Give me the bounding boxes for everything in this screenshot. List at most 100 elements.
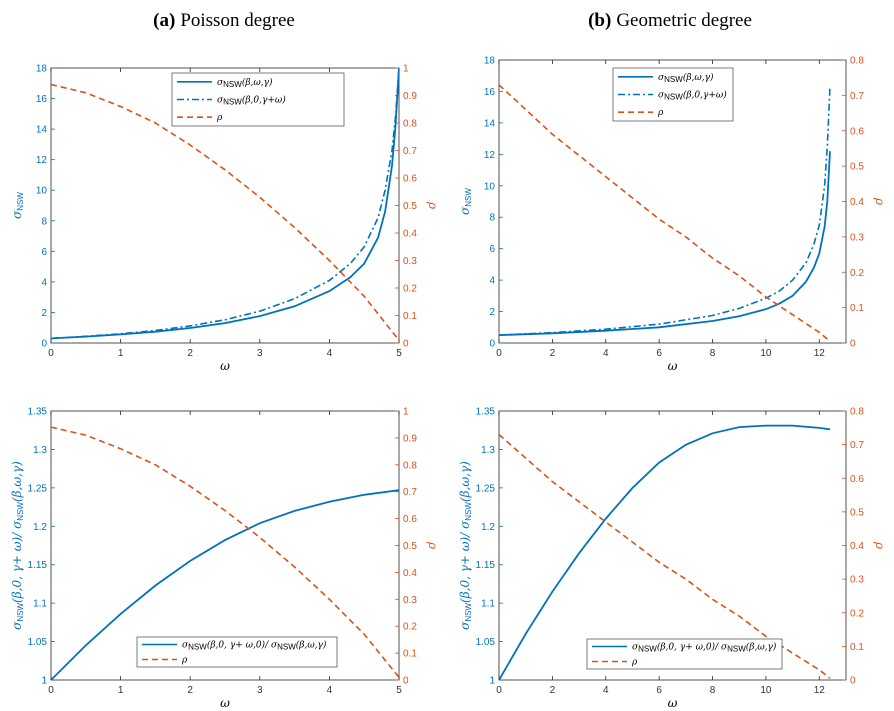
y-tick-label: 1.2 — [481, 522, 495, 533]
x-tick-label: 8 — [710, 685, 716, 696]
chart-a-bottom: 0 1 2 3 4 511.051.11.151.21.251.31.3500.10.20… — [10, 407, 440, 711]
y-axis-label: σNSW(β,0, γ+ ω)/ σNSW(β,ω,γ) — [458, 461, 473, 630]
legend-entry: σNSW(β,0,γ+ω) — [217, 95, 286, 107]
x-tick-label: 3 — [257, 348, 263, 359]
y-right-tick-label: 0.1 — [403, 649, 417, 660]
legend: σNSW(β,ω,γ) σNSW(β,0,γ+ω) ρ — [612, 67, 734, 122]
y-tick-label: 14 — [36, 125, 48, 136]
y-right-tick-label: 0.8 — [403, 460, 417, 471]
x-tick-label: 4 — [603, 685, 609, 696]
x-tick-label: 6 — [656, 348, 662, 359]
y-tick-label: 2 — [41, 308, 47, 319]
y-right-tick-label: 0.7 — [403, 487, 417, 498]
y-right-tick-label: 0.5 — [403, 541, 417, 552]
y-tick-label: 1 — [41, 676, 47, 687]
y-tick-label: 1.15 — [28, 560, 48, 571]
y-tick-label: 1.35 — [28, 407, 48, 418]
legend-entry: σNSW(β,ω,γ) — [658, 72, 714, 84]
y-right-axis-label: ρ — [873, 541, 887, 549]
chart-b-bottom: 0 2 4 6 8 10 12 1 1.05 1.1 1.15 1.2 1.25 1.3 1.35 0 0.1 0… — [458, 407, 887, 711]
y-right-axis-label: ρ — [426, 541, 440, 549]
panel-a-title: (a) Poisson degree — [153, 10, 295, 31]
y-tick-label: 1.2 — [33, 522, 47, 533]
y-tick-label: 2 — [489, 307, 495, 318]
y-right-tick-label: 0.9 — [403, 91, 417, 102]
x-tick-label: 2 — [550, 685, 556, 696]
x-axis-label: ω — [668, 359, 678, 373]
legend-entry: σNSW(β,0,γ+ω) — [658, 90, 727, 102]
y-tick-label: 1.1 — [33, 599, 47, 610]
y-right-tick-label: 0.8 — [850, 56, 864, 67]
y-tick-label: 1 — [489, 676, 495, 687]
y-right-tick-label: 0.5 — [850, 162, 864, 173]
y-tick-label: 1.25 — [28, 483, 48, 494]
y-tick-label: 0 — [489, 339, 495, 350]
y-tick-label: 10 — [36, 186, 48, 197]
y-right-tick-label: 0.3 — [403, 595, 417, 606]
legend-entry: σNSW(β,0, γ+ ω,0)/ σNSW(β,ω,γ) — [182, 640, 327, 652]
y-right-tick-label: 0.8 — [403, 119, 417, 130]
y-right-axis-label: ρ — [426, 201, 440, 209]
legend-entry: σNSW(β,0, γ+ ω,0)/ σNSW(β,ω,γ) — [632, 642, 777, 654]
y-right-tick-label: 0.4 — [850, 197, 864, 208]
y-tick-label: 4 — [41, 277, 47, 288]
y-right-tick-label: 1 — [403, 407, 409, 418]
y-tick-label: 6 — [489, 244, 495, 255]
y-tick-label: 1.25 — [476, 483, 496, 494]
y-right-tick-label: 0.6 — [403, 174, 417, 185]
y-right-tick-label: 1 — [403, 64, 409, 75]
y-tick-label: 18 — [36, 64, 48, 75]
x-tick-label: 0 — [48, 348, 54, 359]
y-tick-label: 8 — [41, 216, 47, 227]
series-line-2 — [51, 83, 399, 341]
x-tick-label: 10 — [760, 348, 772, 359]
y-tick-label: 16 — [484, 87, 496, 98]
x-axis-label: ω — [220, 696, 230, 710]
series-line-0 — [51, 67, 399, 340]
y-tick-label: 1.3 — [33, 445, 47, 456]
y-tick-label: 1.35 — [476, 407, 496, 418]
x-tick-label: 1 — [118, 685, 124, 696]
series-line-1 — [499, 86, 831, 336]
series-line-1 — [51, 67, 399, 340]
y-right-tick-label: 0.4 — [850, 541, 864, 552]
x-tick-label: 12 — [814, 348, 826, 359]
y-right-tick-label: 0.8 — [850, 407, 864, 418]
y-axis-label: σNSW — [10, 192, 25, 219]
legend: σNSW(β,ω,γ) σNSW(β,0,γ+ω) ρ — [171, 72, 345, 127]
panel-b-title: (b) Geometric degree — [588, 10, 752, 31]
x-tick-label: 0 — [48, 685, 54, 696]
legend-entry: ρ — [216, 113, 223, 123]
y-tick-label: 1.3 — [481, 445, 495, 456]
y-right-axis-label: ρ — [873, 197, 887, 205]
y-right-tick-label: 0.3 — [850, 575, 864, 586]
panel-a-tag: (a) — [153, 10, 175, 31]
x-tick-label: 8 — [710, 348, 716, 359]
y-right-tick-label: 0.2 — [850, 268, 864, 279]
y-right-tick-label: 0.6 — [403, 514, 417, 525]
y-tick-label: 6 — [41, 247, 47, 258]
x-tick-label: 12 — [814, 685, 826, 696]
legend-entry: ρ — [631, 658, 638, 668]
x-tick-label: 6 — [656, 685, 662, 696]
x-tick-label: 2 — [187, 685, 193, 696]
legend-entry: ρ — [181, 656, 188, 666]
y-tick-label: 8 — [489, 213, 495, 224]
x-tick-label: 4 — [327, 685, 333, 696]
legend: σNSW(β,0, γ+ ω,0)/ σNSW(β,ω,γ) ρ — [586, 638, 783, 670]
x-tick-label: 0 — [496, 685, 502, 696]
y-right-tick-label: 0.4 — [403, 568, 417, 579]
x-tick-label: 0 — [496, 348, 502, 359]
y-right-tick-label: 0.6 — [850, 474, 864, 485]
y-right-tick-label: 0 — [403, 676, 409, 687]
y-right-tick-label: 0.1 — [850, 303, 864, 314]
panel-b-tag: (b) — [588, 10, 611, 31]
legend-box — [136, 636, 338, 668]
y-right-tick-label: 0.7 — [403, 146, 417, 157]
series-line-2 — [499, 84, 831, 342]
x-tick-label: 5 — [396, 348, 402, 359]
y-right-tick-label: 0.5 — [403, 201, 417, 212]
y-right-tick-label: 0 — [403, 339, 409, 350]
y-right-tick-label: 0.7 — [850, 91, 864, 102]
y-tick-label: 18 — [484, 56, 496, 67]
